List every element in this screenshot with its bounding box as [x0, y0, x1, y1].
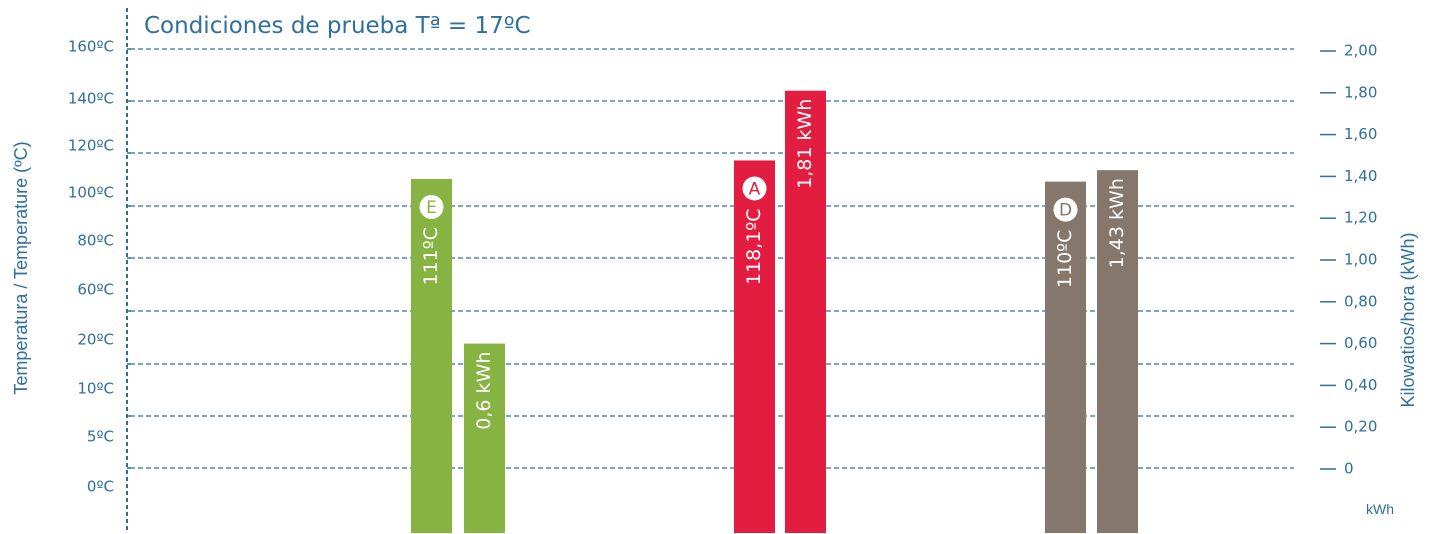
chart-title: Condiciones de prueba Tª = 17ºC: [144, 13, 531, 39]
energy-bar: [464, 343, 505, 533]
left-axis-label: Temperatura / Temperature (ºC): [11, 141, 31, 394]
temperature-value-label: 111ºC: [420, 227, 442, 285]
temperature-bar: [734, 160, 775, 533]
energy-bar: [785, 90, 826, 534]
right-tick-label: 1,40: [1344, 167, 1377, 185]
right-tick-label: 0,20: [1344, 418, 1377, 436]
left-tick-label: 120ºC: [68, 137, 114, 155]
badge-letter: A: [749, 179, 761, 199]
left-tick-label: 80ºC: [77, 232, 114, 250]
temperature-value-label: 110ºC: [1054, 230, 1076, 288]
right-tick-label: 1,60: [1344, 125, 1377, 143]
left-tick-label: 140ºC: [68, 90, 114, 108]
right-tick-label: 0,80: [1344, 292, 1377, 310]
energy-value-label: 1,81 kWh: [794, 99, 816, 189]
right-tick-label: 0,40: [1344, 376, 1377, 394]
right-tick-label: 2,00: [1344, 42, 1377, 60]
left-tick-label: 10ºC: [77, 380, 114, 398]
right-tick-label: 0: [1344, 460, 1354, 478]
badge-letter: E: [426, 198, 437, 218]
temperature-value-label: 118,1ºC: [743, 208, 765, 285]
temperature-bar: [411, 179, 452, 533]
bar-group-e: E 111ºC 0,6 kWh: [411, 179, 505, 533]
badge-letter: D: [1059, 201, 1072, 221]
badge-circle: [742, 176, 767, 201]
right-axis-label: Kilowatios/hora (kWh): [1398, 232, 1418, 407]
left-tick-label: 100ºC: [68, 184, 114, 202]
bar-group-d: D 110ºC 1,43 kWh: [1045, 170, 1138, 533]
right-tick-label: 1,20: [1344, 209, 1377, 227]
left-tick-label: 160ºC: [68, 38, 114, 56]
right-unit-label: kWh: [1366, 501, 1394, 517]
left-tick-label: 20ºC: [77, 331, 114, 349]
temperature-bar: [1045, 181, 1086, 533]
right-tick-label: 1,80: [1344, 83, 1377, 101]
right-tick-label: 0,60: [1344, 334, 1377, 352]
badge-circle: [419, 195, 444, 220]
energy-value-label: 0,6 kWh: [473, 352, 495, 430]
right-tick-label: 1,00: [1344, 251, 1377, 269]
left-tick-label: 0ºC: [87, 478, 114, 496]
left-tick-label: 60ºC: [77, 281, 114, 299]
left-tick-label: 5ºC: [87, 428, 114, 446]
energy-value-label: 1,43 kWh: [1106, 178, 1128, 268]
energy-bar: [1097, 170, 1138, 533]
bar-group-a: A 118,1ºC 1,81 kWh: [734, 90, 826, 534]
badge-circle: [1053, 197, 1078, 222]
